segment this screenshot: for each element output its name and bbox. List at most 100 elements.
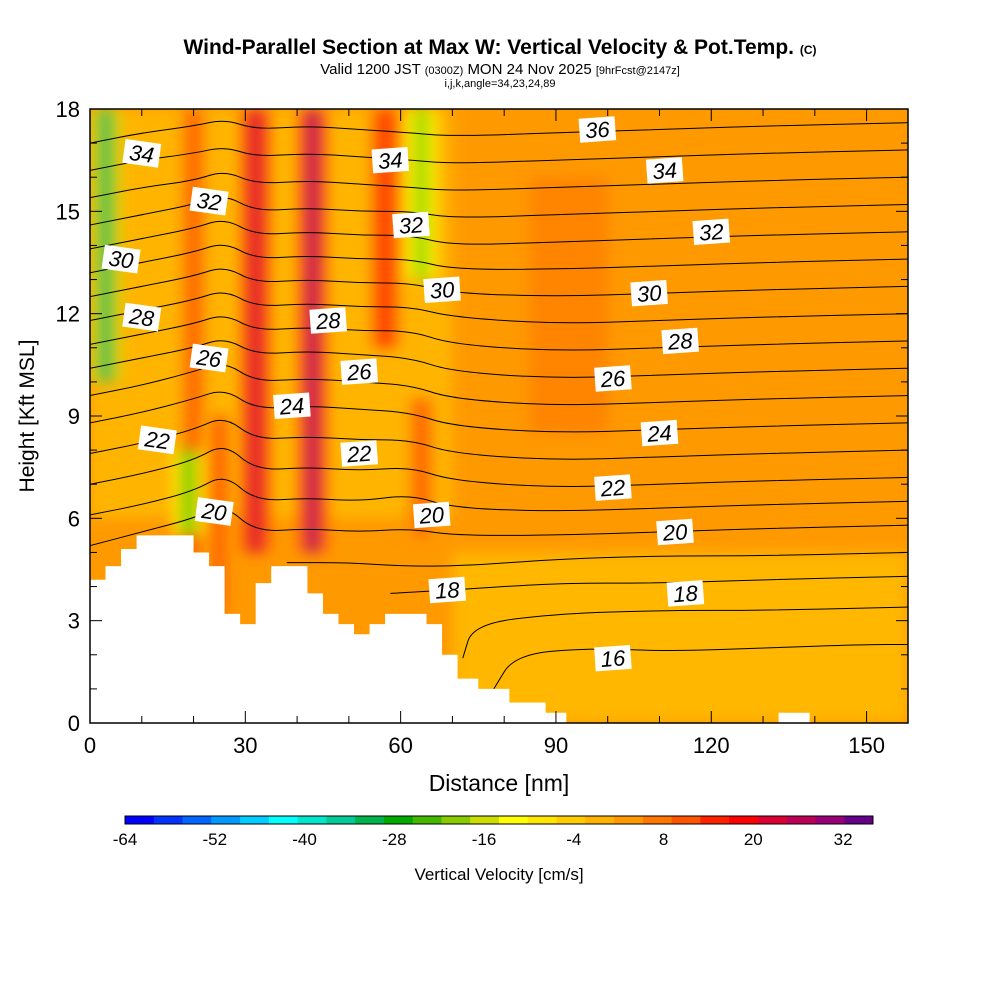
- theta-contour-label: 34: [371, 146, 410, 174]
- x-tick-label: 150: [848, 733, 885, 758]
- theta-label-text: 22: [599, 475, 626, 502]
- x-tick-label: 60: [388, 733, 412, 758]
- theta-contour-line: [90, 508, 908, 547]
- x-tick-label: 90: [544, 733, 568, 758]
- theta-contour-label: 30: [630, 279, 668, 307]
- theta-contour-line: [90, 292, 908, 324]
- colorbar-tick-label: -28: [382, 830, 407, 849]
- theta-contour-line: [90, 172, 908, 199]
- theta-contour-line: [493, 644, 908, 690]
- theta-label-box: [594, 474, 632, 501]
- title-block: Wind-Parallel Section at Max W: Vertical…: [0, 36, 1000, 90]
- theta-label-text: 28: [666, 328, 694, 355]
- theta-contour-label: 24: [640, 419, 679, 447]
- colorbar-swatch: [700, 816, 730, 824]
- theta-contour-label: 22: [340, 440, 379, 468]
- theta-contour-line: [90, 316, 908, 351]
- terrain-fill: [90, 535, 908, 723]
- theta-label-box: [630, 279, 668, 307]
- velocity-band: [174, 450, 203, 536]
- theta-label-text: 28: [127, 303, 156, 331]
- colorbar-swatch: [211, 816, 241, 824]
- theta-label-box: [423, 276, 461, 304]
- colorbar-tick-label: -16: [472, 830, 497, 849]
- colorbar-tick-label: -4: [566, 830, 581, 849]
- theta-contour-label: 20: [412, 501, 451, 529]
- theta-label-text: 32: [195, 188, 223, 216]
- theta-label-box: [594, 365, 632, 392]
- theta-contour-label: 32: [692, 218, 731, 246]
- theta-contour-label: 32: [189, 186, 229, 216]
- theta-label-text: 36: [584, 117, 611, 144]
- theta-label-text: 34: [377, 147, 403, 174]
- field-patch-low: [452, 552, 908, 723]
- valid-date: MON 24 Nov 2025: [467, 61, 592, 78]
- theta-label-box: [666, 580, 705, 607]
- theta-contour-label: 20: [194, 497, 234, 526]
- theta-contour-label: 26: [594, 365, 632, 392]
- theta-label-box: [661, 327, 699, 355]
- colorbar-swatch: [240, 816, 270, 824]
- theta-label-box: [194, 497, 234, 526]
- colorbar-tick-label: 32: [834, 830, 853, 849]
- theta-label-box: [412, 501, 451, 529]
- theta-label-box: [428, 576, 467, 604]
- colorbar-swatch: [182, 816, 212, 824]
- theta-contour-label: 18: [666, 580, 705, 607]
- theta-contour-label: 28: [661, 327, 699, 355]
- colorbar-swatch: [326, 816, 356, 824]
- theta-contour-label: 22: [594, 474, 632, 502]
- x-tick-label: 120: [693, 733, 730, 758]
- theta-contour-label: 30: [423, 276, 461, 304]
- valid-utc: (0300Z): [424, 65, 464, 77]
- theta-label-text: 26: [345, 359, 373, 386]
- colorbar-tick-label: -52: [202, 830, 227, 849]
- colorbar-swatch: [441, 816, 471, 824]
- theta-label-box: [656, 518, 694, 546]
- theta-label-text: 26: [194, 344, 223, 372]
- theta-contour-label: 32: [392, 211, 430, 239]
- colorbar-tick-label: 8: [659, 830, 668, 849]
- colorbar-swatch: [556, 816, 586, 824]
- colorbar-swatch: [585, 816, 615, 824]
- colorbar-swatch: [527, 816, 558, 824]
- colorbar-swatch: [268, 816, 299, 824]
- colorbar-tick-label: 20: [744, 830, 763, 849]
- theta-label-text: 32: [398, 212, 424, 239]
- theta-label-text: 22: [345, 441, 372, 468]
- theta-label-box: [640, 419, 679, 447]
- theta-contour-line: [390, 575, 908, 594]
- colorbar-swatch: [757, 816, 788, 824]
- velocity-band-core: [379, 109, 392, 348]
- colorbar: -64 -52 -40 -28 -16 -4 8 20 32: [113, 815, 874, 849]
- colorbar-tick-label: -40: [292, 830, 317, 849]
- chart-title: Wind-Parallel Section at Max W: Vertical…: [0, 36, 1000, 62]
- theta-label-text: 32: [698, 219, 724, 246]
- theta-label-text: 30: [107, 246, 135, 274]
- theta-contour-label: 24: [273, 392, 311, 420]
- y-tick-label: 6: [68, 506, 80, 531]
- y-axis-label: Height [Kft MSL]: [16, 340, 39, 493]
- theta-contour-line: [90, 196, 908, 226]
- theta-label-text: 18: [434, 577, 461, 604]
- theta-label-box: [189, 343, 229, 373]
- theta-label-box: [340, 358, 379, 385]
- chart-title-tag: (C): [799, 43, 817, 57]
- theta-label-text: 20: [418, 502, 446, 529]
- theta-contour-label: 34: [645, 157, 684, 184]
- theta-contour-line: [90, 478, 908, 516]
- theta-contour-line: [90, 148, 908, 171]
- velocity-band-core: [249, 109, 262, 553]
- theta-label-box: [594, 644, 632, 672]
- colorbar-swatch: [844, 816, 874, 824]
- theta-contour-label: 30: [101, 244, 141, 274]
- velocity-band-core: [415, 109, 428, 280]
- theta-label-box: [137, 425, 177, 455]
- y-tick-label: 12: [56, 302, 80, 327]
- theta-label-box: [371, 146, 410, 174]
- colorbar-swatch: [470, 816, 500, 824]
- velocity-band: [241, 109, 270, 553]
- colorbar-label: Vertical Velocity [cm/s]: [414, 865, 583, 884]
- theta-contour-line: [286, 551, 908, 567]
